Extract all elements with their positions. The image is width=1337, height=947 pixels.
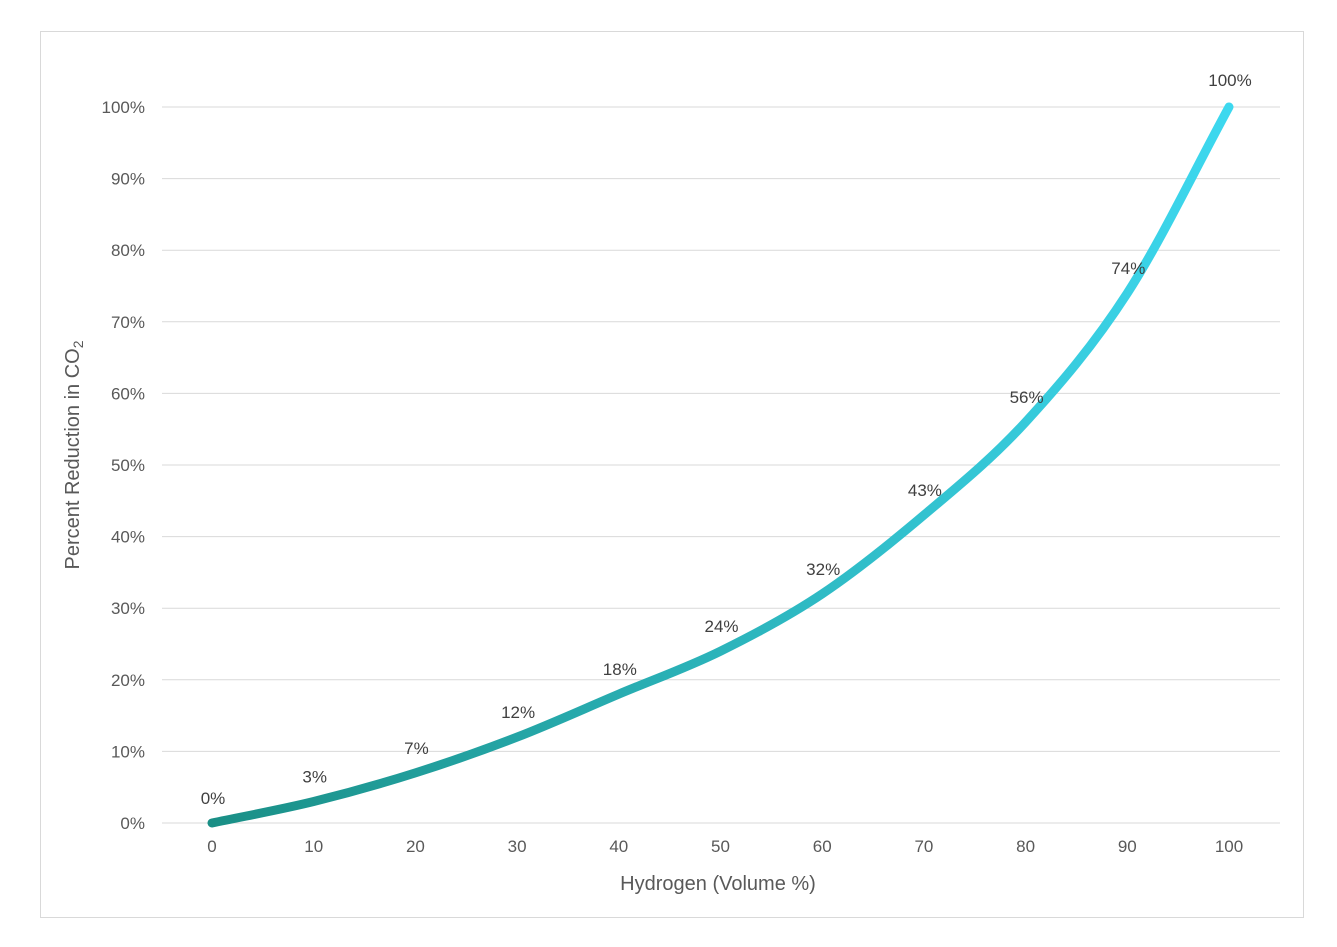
series-line bbox=[207, 102, 1234, 828]
y-tick-label: 0% bbox=[120, 814, 145, 833]
y-axis-title-main: Percent Reduction in CO bbox=[62, 348, 84, 569]
y-tick-label: 70% bbox=[111, 313, 145, 332]
data-label: 24% bbox=[704, 617, 738, 636]
y-tick-label: 40% bbox=[111, 528, 145, 547]
y-tick-label: 80% bbox=[111, 241, 145, 260]
x-tick-label: 10 bbox=[304, 837, 323, 856]
data-labels: 0% 3% 7% 12% 18% 24% 32% 43% 56% 74% 100% bbox=[201, 71, 1252, 808]
y-axis-title: Percent Reduction in CO2 bbox=[62, 340, 86, 569]
gridlines bbox=[162, 106, 1280, 824]
x-tick-label: 0 bbox=[207, 837, 216, 856]
y-tick-label: 50% bbox=[111, 456, 145, 475]
data-label: 3% bbox=[302, 768, 327, 787]
x-axis-title: Hydrogen (Volume %) bbox=[620, 873, 816, 895]
x-tick-label: 20 bbox=[406, 837, 425, 856]
series-line-layer bbox=[207, 102, 1234, 828]
data-label: 56% bbox=[1010, 388, 1044, 407]
data-label: 100% bbox=[1208, 71, 1251, 90]
x-tick-label: 30 bbox=[508, 837, 527, 856]
data-label: 7% bbox=[404, 739, 429, 758]
x-axis-ticks: 0 10 20 30 40 50 60 70 80 90 100 bbox=[207, 837, 1243, 856]
data-label: 74% bbox=[1111, 259, 1145, 278]
y-axis-title-subscript: 2 bbox=[70, 340, 86, 348]
y-tick-label: 60% bbox=[111, 384, 145, 403]
y-axis-ticks: 0% 10% 20% 30% 40% 50% 60% 70% 80% 90% 100% bbox=[102, 98, 145, 833]
data-label: 12% bbox=[501, 703, 535, 722]
y-tick-label: 100% bbox=[102, 98, 145, 117]
y-tick-label: 10% bbox=[111, 742, 145, 761]
data-label: 43% bbox=[908, 481, 942, 500]
data-label: 18% bbox=[603, 660, 637, 679]
x-tick-label: 80 bbox=[1016, 837, 1035, 856]
x-tick-label: 90 bbox=[1118, 837, 1137, 856]
y-tick-label: 30% bbox=[111, 599, 145, 618]
x-tick-label: 50 bbox=[711, 837, 730, 856]
y-tick-label: 90% bbox=[111, 170, 145, 189]
x-tick-label: 100 bbox=[1215, 837, 1243, 856]
x-tick-label: 70 bbox=[914, 837, 933, 856]
y-tick-label: 20% bbox=[111, 671, 145, 690]
data-label: 0% bbox=[201, 789, 226, 808]
x-tick-label: 60 bbox=[813, 837, 832, 856]
data-label: 32% bbox=[806, 560, 840, 579]
x-tick-label: 40 bbox=[609, 837, 628, 856]
